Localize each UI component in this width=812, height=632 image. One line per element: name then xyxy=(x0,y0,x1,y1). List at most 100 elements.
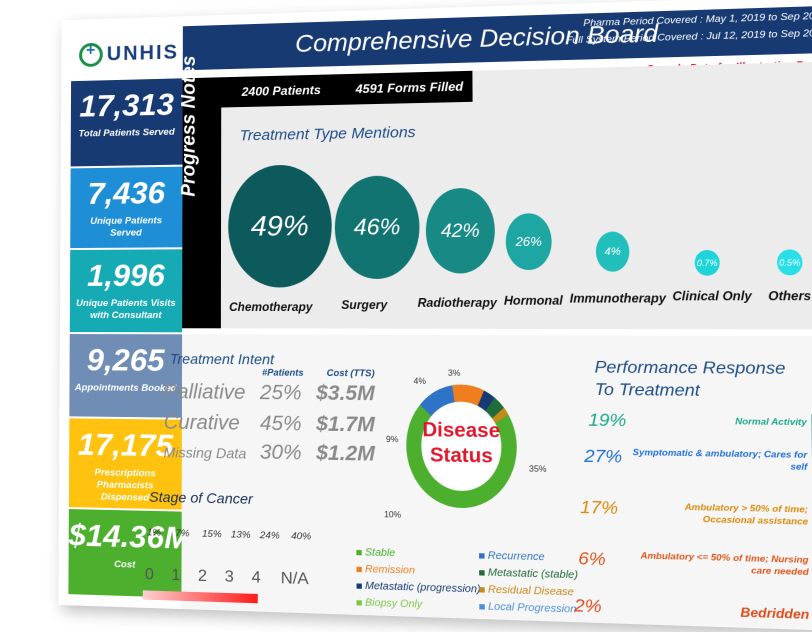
bubble-chemotherapy[interactable]: 49% xyxy=(228,164,332,287)
intent-pct: 45% xyxy=(260,412,302,436)
kpi-value: 1,996 xyxy=(70,257,182,294)
title-bar: Comprehensive Decision Board Pharma Peri… xyxy=(183,5,812,70)
stage-pct: 7% xyxy=(175,528,189,540)
kpi-consultant-visits[interactable]: 1,996 Unique Patients Visits with Consul… xyxy=(70,249,183,332)
bubble-radiotherapy[interactable]: 42% xyxy=(426,188,495,274)
donut-label: 3% xyxy=(448,368,461,378)
kpi-appointments[interactable]: 9,265 Appointments Booked xyxy=(69,334,182,418)
bubble-value: 42% xyxy=(441,220,480,242)
performance-label: Symptomatic & ambulatory; Cares for self xyxy=(629,447,808,474)
bubble-value: 46% xyxy=(354,214,401,241)
intent-name: Palliative xyxy=(164,381,246,405)
legend-label: Stable xyxy=(365,547,395,559)
performance-pct: 19% xyxy=(588,410,626,432)
label-surgery: Surgery xyxy=(341,300,387,312)
stage-label: N/A xyxy=(281,570,309,590)
kpi-value: 17,313 xyxy=(71,86,183,124)
kpi-unique-patients[interactable]: 7,436 Unique Patients Served xyxy=(70,167,182,248)
bubble-value: 0.7% xyxy=(697,258,718,268)
bubble-others[interactable]: 0.5% xyxy=(777,249,803,275)
disease-status-line1: Disease xyxy=(422,418,500,444)
pharma-period: Pharma Period Covered : May 1, 2019 to S… xyxy=(583,10,812,30)
label-hormonal: Hormonal xyxy=(504,295,563,308)
donut-label: 4% xyxy=(414,377,426,386)
kpi-total-patients[interactable]: 17,313 Total Patients Served xyxy=(71,78,183,166)
disease-status-line2: Status xyxy=(422,444,500,470)
kpi-label: Unique Patients Visits with Consultant xyxy=(70,298,182,322)
logo-emblem-icon xyxy=(79,43,103,67)
legend-label: Biopsy Only xyxy=(365,597,422,610)
donut-label: 9% xyxy=(386,435,398,445)
kpi-cost[interactable]: $14.36M Cost xyxy=(68,509,181,598)
performance-label: Normal Activity xyxy=(651,415,807,429)
label-others: Others xyxy=(768,290,811,303)
progress-notes-label: Progress Notes xyxy=(178,55,201,197)
performance-pct: 2% xyxy=(574,595,602,617)
performance-label: Ambulatory > 50% of time; Occasional ass… xyxy=(640,500,808,527)
intent-cost: $1.7M xyxy=(316,413,375,438)
bubble-value: 4% xyxy=(605,246,621,258)
bubble-value: 0.5% xyxy=(779,257,800,267)
patients-count: 2400 Patients xyxy=(242,83,321,99)
system-period-label: Full System Period Covered xyxy=(566,31,698,46)
label-immunotherapy: Immunotherapy xyxy=(570,293,666,306)
stage-pct: 13% xyxy=(231,529,251,541)
logo-text: UNHIS xyxy=(107,41,179,66)
col-cost-header: Cost (TTS) xyxy=(327,368,375,379)
bubble-value: 26% xyxy=(516,234,542,249)
intent-cost: $1.2M xyxy=(316,442,375,467)
disease-status-label: Disease Status xyxy=(422,418,500,470)
donut-label: 35% xyxy=(529,464,547,474)
performance-title-line2: To Treatment xyxy=(595,379,786,403)
bubble-value: 49% xyxy=(251,210,309,243)
intent-cost: $3.5M xyxy=(316,382,375,406)
decision-board: UNHIS Comprehensive Decision Board Pharm… xyxy=(58,0,812,632)
performance-pct: 17% xyxy=(580,497,618,519)
stage-pct: 15% xyxy=(202,528,222,540)
stage-of-cancer-title: Stage of Cancer xyxy=(149,488,253,507)
performance-pct: 6% xyxy=(578,548,606,570)
stage-label: 2 xyxy=(198,567,207,586)
label-clinical-only: Clinical Only xyxy=(672,291,751,304)
col-patients-header: #Patients xyxy=(262,367,304,378)
intent-name: Curative xyxy=(164,411,240,435)
performance-label: Ambulatory <= 50% of time; Nursing care … xyxy=(636,550,808,579)
legend-recurrence: Recurrence xyxy=(479,550,545,563)
performance-title-line1: Performance Response xyxy=(595,357,786,381)
label-chemotherapy: Chemotherapy xyxy=(229,302,312,314)
kpi-value: 9,265 xyxy=(70,342,183,379)
stage-pct: 1% xyxy=(147,527,161,539)
legend-label: Remission xyxy=(365,564,415,577)
stage-label: 4 xyxy=(252,569,261,588)
stage-label: 3 xyxy=(225,568,234,587)
treatment-intent-title: Treatment Intent xyxy=(170,351,274,368)
kpi-label: Total Patients Served xyxy=(71,126,183,140)
stage-pct: 24% xyxy=(260,530,280,542)
legend-label: Recurrence xyxy=(488,550,545,563)
intent-pct: 30% xyxy=(260,441,302,465)
legend-stable: Stable xyxy=(356,547,395,560)
intent-name: Missing Data xyxy=(163,444,246,462)
system-period-value: : Jul 12, 2019 to Sep 20, 2019 xyxy=(701,27,812,43)
progress-notes-stats: 2400 Patients 4591 Forms Filled xyxy=(221,71,472,108)
pharma-period-value: : May 1, 2019 to Sep 20, 2019 xyxy=(700,10,812,26)
forms-count: 4591 Forms Filled xyxy=(356,79,464,96)
bubble-surgery[interactable]: 46% xyxy=(335,175,420,279)
kpi-value: $14.36M xyxy=(69,517,182,557)
logo: UNHIS xyxy=(79,40,179,67)
bubble-clinical-only[interactable]: 0.7% xyxy=(695,250,720,276)
label-radiotherapy: Radiotherapy xyxy=(418,297,497,310)
performance-pct: 27% xyxy=(584,446,622,468)
pharma-period-label: Pharma Period Covered xyxy=(583,14,697,29)
intent-pct: 25% xyxy=(260,382,302,406)
donut-label: 10% xyxy=(384,510,401,520)
treatment-type-title: Treatment Type Mentions xyxy=(240,124,416,145)
stage-label: 0 xyxy=(145,566,154,585)
kpi-value: 7,436 xyxy=(70,175,182,213)
stage-pct: 40% xyxy=(291,531,311,543)
kpi-label: Cost xyxy=(69,558,182,573)
kpi-label: Unique Patients Served xyxy=(70,215,182,240)
bubble-hormonal[interactable]: 26% xyxy=(506,213,552,270)
bubble-immunotherapy[interactable]: 4% xyxy=(596,231,630,271)
stage-label: 1 xyxy=(171,567,180,586)
